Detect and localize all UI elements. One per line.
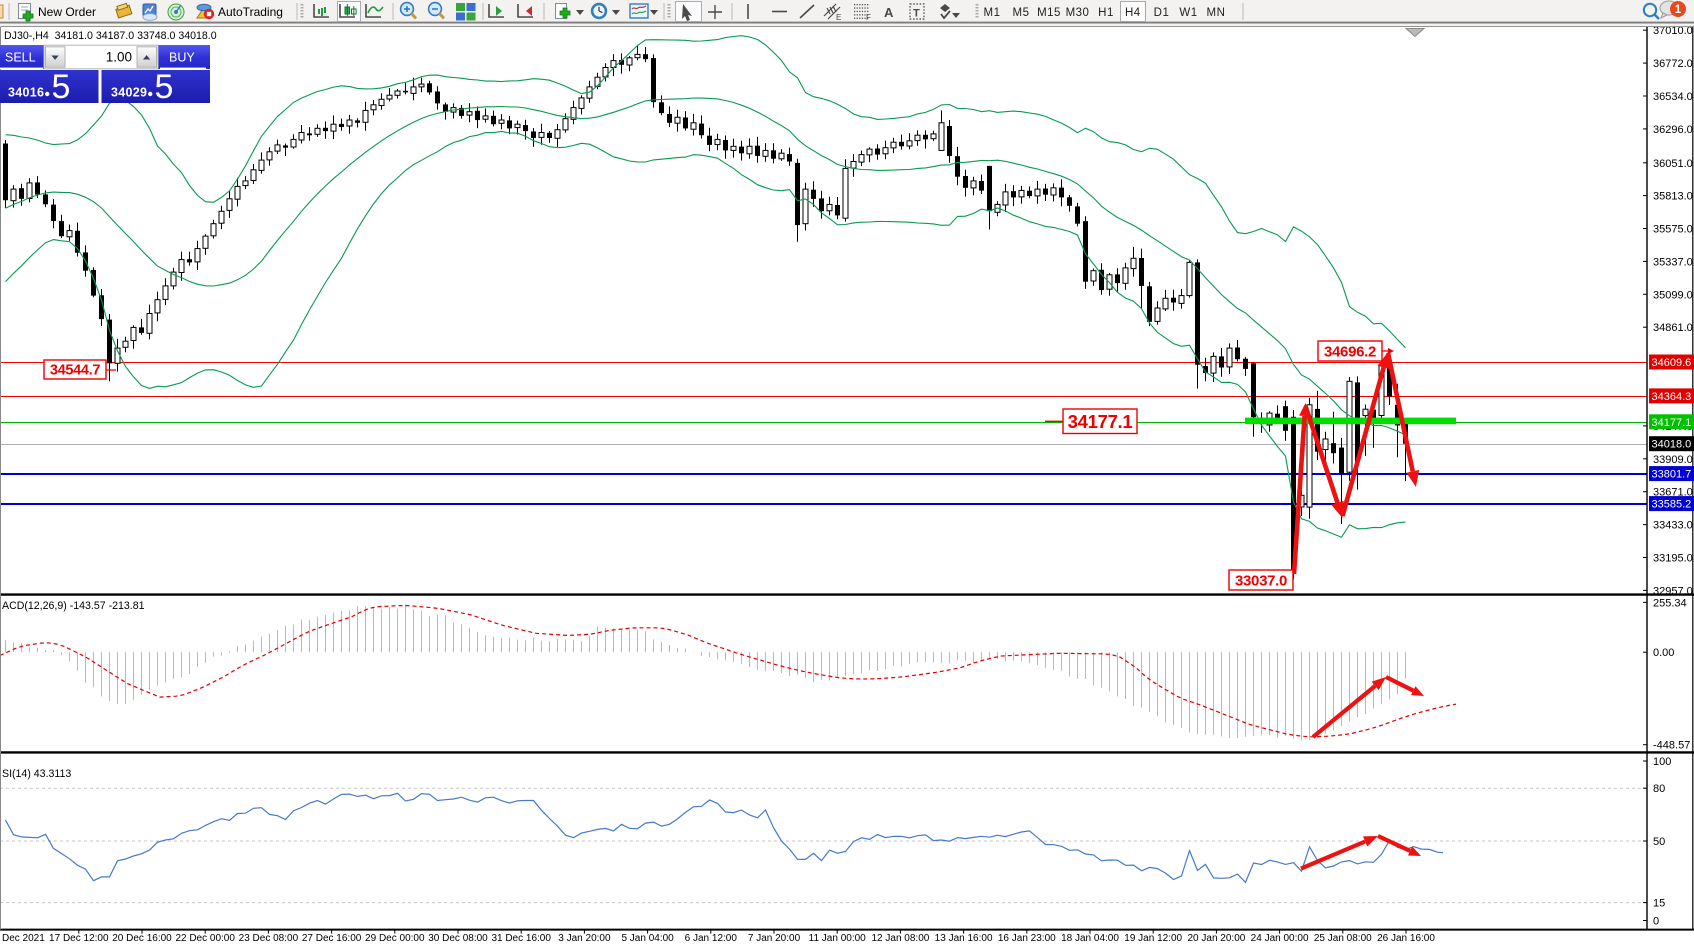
svg-text:33671.0: 33671.0	[1653, 487, 1693, 499]
svg-text:18 Jan 04:00: 18 Jan 04:00	[1061, 933, 1119, 944]
svg-text:35575.0: 35575.0	[1653, 224, 1693, 236]
svg-text:37010.0: 37010.0	[1653, 25, 1693, 37]
svg-text:20 Jan 20:00: 20 Jan 20:00	[1187, 933, 1245, 944]
svg-text:33433.0: 33433.0	[1653, 520, 1693, 532]
svg-text:Dec 2021: Dec 2021	[2, 933, 45, 944]
svg-text:33801.7: 33801.7	[1652, 469, 1692, 481]
svg-text:M30: M30	[1066, 7, 1090, 19]
svg-text:25 Jan 08:00: 25 Jan 08:00	[1314, 933, 1372, 944]
svg-text:M5: M5	[1013, 7, 1030, 19]
svg-text:30 Dec 08:00: 30 Dec 08:00	[428, 933, 488, 944]
svg-text:35813.0: 35813.0	[1653, 191, 1693, 203]
svg-text:34609.6: 34609.6	[1652, 357, 1692, 369]
svg-text:50: 50	[1653, 836, 1665, 848]
svg-text:F: F	[866, 13, 871, 22]
svg-text:80: 80	[1653, 783, 1665, 795]
svg-text:E: E	[836, 13, 841, 22]
svg-text:34544.7: 34544.7	[50, 363, 101, 379]
svg-text:7 Jan 20:00: 7 Jan 20:00	[748, 933, 801, 944]
svg-text:34016: 34016	[8, 86, 44, 100]
svg-text:M15: M15	[1037, 7, 1061, 19]
svg-text:29 Dec 00:00: 29 Dec 00:00	[365, 933, 425, 944]
svg-text:255.34: 255.34	[1653, 597, 1687, 609]
svg-text:3 Jan 20:00: 3 Jan 20:00	[558, 933, 611, 944]
svg-text:5: 5	[155, 68, 174, 106]
svg-text:34018.0: 34018.0	[1652, 439, 1692, 451]
svg-text:24 Jan 00:00: 24 Jan 00:00	[1251, 933, 1309, 944]
svg-text:0.00: 0.00	[1653, 647, 1674, 659]
svg-text:17 Dec 12:00: 17 Dec 12:00	[49, 933, 109, 944]
svg-text:32957.0: 32957.0	[1653, 585, 1693, 597]
svg-text:M1: M1	[984, 7, 1001, 19]
svg-text:34364.3: 34364.3	[1652, 391, 1692, 403]
svg-text:DJ30-,H4 34181.0 34187.0 3374: DJ30-,H4 34181.0 34187.0 33748.0 34018.0	[4, 30, 217, 42]
svg-text:16 Jan 23:00: 16 Jan 23:00	[998, 933, 1056, 944]
svg-text:33585.2: 33585.2	[1652, 499, 1692, 511]
svg-text:34861.0: 34861.0	[1653, 322, 1693, 334]
svg-text:ACD(12,26,9) -143.57 -213.81: ACD(12,26,9) -143.57 -213.81	[2, 600, 145, 612]
svg-text:35099.0: 35099.0	[1653, 289, 1693, 301]
svg-text:H4: H4	[1125, 7, 1141, 19]
svg-text:SELL: SELL	[5, 51, 36, 65]
svg-text:BUY: BUY	[169, 51, 195, 65]
svg-text:T: T	[913, 8, 920, 20]
svg-text:33037.0: 33037.0	[1235, 572, 1287, 589]
svg-text:26 Jan 16:00: 26 Jan 16:00	[1377, 933, 1435, 944]
svg-text:W1: W1	[1179, 7, 1197, 19]
svg-text:5 Jan 04:00: 5 Jan 04:00	[621, 933, 674, 944]
svg-text:MN: MN	[1207, 7, 1226, 19]
svg-text:27 Dec 16:00: 27 Dec 16:00	[302, 933, 362, 944]
svg-text:15: 15	[1653, 898, 1665, 910]
svg-text:-448.57: -448.57	[1653, 740, 1690, 752]
svg-text:6 Jan 12:00: 6 Jan 12:00	[685, 933, 738, 944]
svg-text:20 Dec 16:00: 20 Dec 16:00	[112, 933, 172, 944]
svg-text:100: 100	[1653, 756, 1671, 768]
svg-text:AutoTrading: AutoTrading	[218, 5, 283, 19]
svg-text:34029: 34029	[111, 86, 147, 100]
svg-text:H1: H1	[1098, 7, 1114, 19]
svg-text:0: 0	[1653, 916, 1659, 928]
svg-text:36296.0: 36296.0	[1653, 124, 1693, 136]
svg-text:33195.0: 33195.0	[1653, 553, 1693, 565]
svg-text:36051.0: 36051.0	[1653, 158, 1693, 170]
svg-text:33909.0: 33909.0	[1653, 454, 1693, 466]
svg-text:1: 1	[1675, 4, 1682, 16]
svg-text:1.00: 1.00	[106, 50, 132, 65]
svg-text:34696.2: 34696.2	[1324, 343, 1376, 360]
svg-text:12 Jan 08:00: 12 Jan 08:00	[871, 933, 929, 944]
svg-text:36772.0: 36772.0	[1653, 58, 1693, 70]
svg-text:34177.1: 34177.1	[1652, 417, 1692, 429]
svg-text:22 Dec 00:00: 22 Dec 00:00	[175, 933, 235, 944]
svg-text:5: 5	[52, 68, 71, 106]
svg-text:SI(14) 43.3113: SI(14) 43.3113	[2, 768, 71, 780]
svg-text:New Order: New Order	[38, 5, 96, 19]
svg-text:23 Dec 08:00: 23 Dec 08:00	[239, 933, 299, 944]
svg-text:A: A	[884, 5, 894, 20]
svg-text:36534.0: 36534.0	[1653, 91, 1693, 103]
svg-text:D1: D1	[1154, 7, 1170, 19]
svg-text:13 Jan 16:00: 13 Jan 16:00	[935, 933, 993, 944]
svg-text:19 Jan 12:00: 19 Jan 12:00	[1124, 933, 1182, 944]
svg-text:35337.0: 35337.0	[1653, 256, 1693, 268]
svg-text:34177.1: 34177.1	[1068, 411, 1133, 432]
svg-text:11 Jan 00:00: 11 Jan 00:00	[809, 933, 867, 944]
svg-text:31 Dec 16:00: 31 Dec 16:00	[491, 933, 551, 944]
